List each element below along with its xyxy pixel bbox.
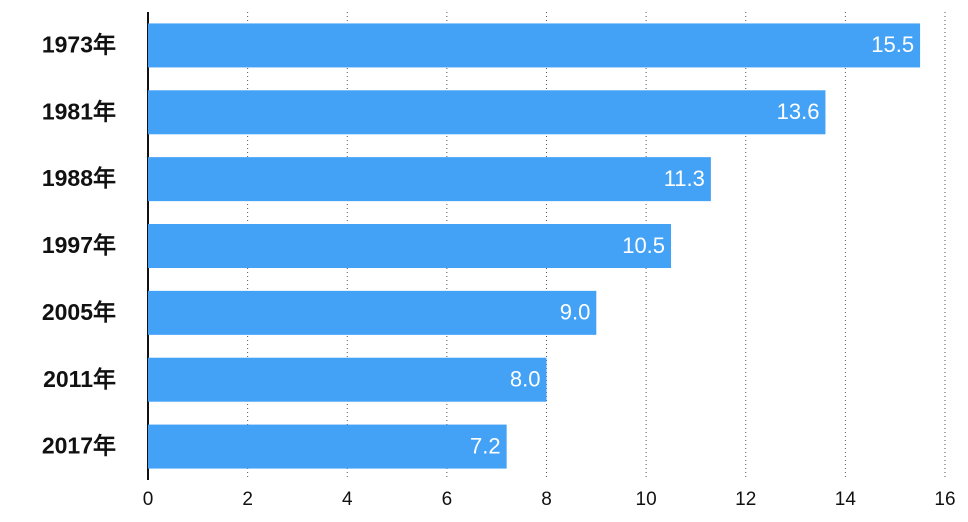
x-tick-label: 12 xyxy=(735,489,756,510)
bar xyxy=(148,424,507,469)
value-label: 8.0 xyxy=(510,367,541,392)
value-label: 13.6 xyxy=(777,99,820,124)
y-tick-label: 2005年 xyxy=(42,299,116,325)
x-tick-label: 8 xyxy=(541,489,552,510)
y-tick-label: 2017年 xyxy=(42,433,116,459)
bar xyxy=(148,224,672,268)
bar xyxy=(148,157,711,202)
value-label: 15.5 xyxy=(871,32,914,57)
value-label: 10.5 xyxy=(622,233,665,258)
y-tick-label: 2011年 xyxy=(43,366,116,392)
value-label: 11.3 xyxy=(664,166,705,191)
x-tick-label: 0 xyxy=(143,489,154,510)
bar xyxy=(148,290,597,335)
bar xyxy=(148,90,826,135)
y-tick-label: 1997年 xyxy=(42,232,116,258)
value-label: 7.2 xyxy=(470,433,501,458)
bar xyxy=(148,357,547,402)
x-tick-label: 6 xyxy=(442,489,453,510)
x-tick-label: 14 xyxy=(835,489,857,510)
x-tick-label: 16 xyxy=(934,489,955,510)
x-tick-label: 4 xyxy=(342,489,353,510)
y-tick-label: 1981年 xyxy=(42,98,116,124)
x-tick-label: 2 xyxy=(242,489,253,510)
y-tick-label: 1973年 xyxy=(42,32,116,58)
x-tick-label: 10 xyxy=(636,489,657,510)
bar xyxy=(148,23,921,68)
value-label: 9.0 xyxy=(560,300,591,325)
y-tick-label: 1988年 xyxy=(42,165,116,191)
